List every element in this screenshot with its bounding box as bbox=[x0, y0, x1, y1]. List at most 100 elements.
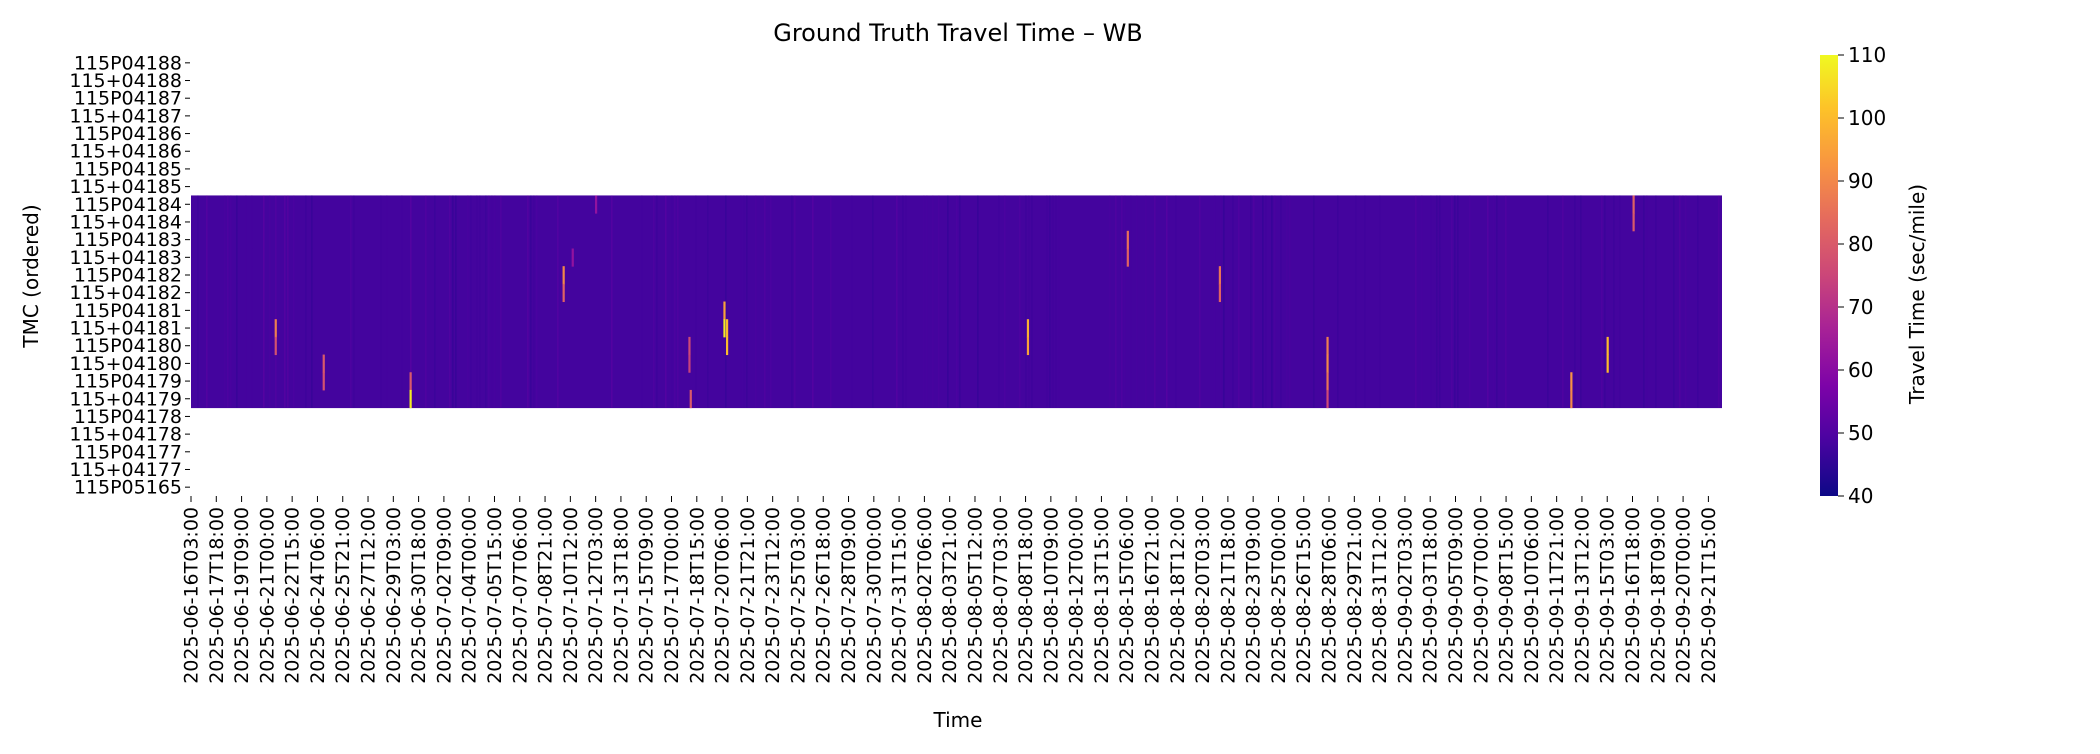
heatmap-texture bbox=[1364, 195, 1366, 408]
colorbar-tick-label: 50 bbox=[1848, 421, 1873, 445]
y-tick-label: 115P04183 bbox=[74, 229, 182, 251]
heatmap-texture bbox=[1199, 195, 1201, 408]
colorbar-tick-label: 70 bbox=[1848, 295, 1873, 319]
heatmap-cell-spike bbox=[1326, 354, 1329, 373]
x-tick-label: 2025-07-10T12:00 bbox=[560, 507, 582, 684]
x-tick-label: 2025-09-03T18:00 bbox=[1420, 507, 1442, 684]
heatmap-texture bbox=[1031, 195, 1033, 408]
x-axis-label: Time bbox=[933, 708, 983, 732]
y-tick-label: 115+04183 bbox=[69, 247, 182, 269]
y-tick-label: 115P05165 bbox=[74, 477, 182, 499]
x-tick-label: 2025-09-18T09:00 bbox=[1647, 507, 1669, 684]
colorbar-tick-label: 60 bbox=[1848, 358, 1873, 382]
heatmap-texture bbox=[1004, 195, 1006, 408]
heatmap-texture bbox=[251, 195, 253, 408]
x-tick-label: 2025-06-30T18:00 bbox=[408, 507, 430, 684]
heatmap-texture bbox=[1355, 195, 1357, 408]
heatmap-texture bbox=[488, 195, 490, 408]
heatmap-texture bbox=[527, 195, 529, 408]
heatmap-texture bbox=[1115, 195, 1117, 408]
heatmap-cell-spike bbox=[1570, 389, 1573, 409]
y-tick-label: 115P04180 bbox=[74, 335, 182, 357]
heatmap-cell-spike bbox=[322, 372, 325, 391]
heatmap-texture bbox=[1253, 195, 1255, 408]
x-tick-label: 2025-08-16T21:00 bbox=[1142, 507, 1164, 684]
x-tick-label: 2025-07-13T18:00 bbox=[610, 507, 632, 684]
heatmap-texture bbox=[1673, 195, 1675, 408]
y-tick-label: 115P04186 bbox=[74, 123, 182, 145]
x-tick-label: 2025-08-13T15:00 bbox=[1091, 507, 1113, 684]
heatmap-texture bbox=[1052, 195, 1054, 408]
heatmap-texture bbox=[947, 195, 949, 408]
colorbar: 40 50 60 70 80 90 100 110 bbox=[1820, 43, 1886, 508]
colorbar-tick-label: 110 bbox=[1848, 43, 1886, 67]
heatmap-cell-spike bbox=[723, 319, 726, 338]
heatmap-texture bbox=[1274, 195, 1276, 408]
heatmap-texture bbox=[902, 195, 904, 408]
heatmap-texture bbox=[1058, 195, 1060, 408]
heatmap-texture bbox=[1436, 195, 1438, 408]
heatmap-texture bbox=[1121, 195, 1123, 408]
heatmap-texture bbox=[467, 195, 469, 408]
heatmap-texture bbox=[1046, 195, 1048, 408]
heatmap-cell-spike bbox=[1326, 372, 1329, 391]
heatmap-texture bbox=[557, 195, 559, 408]
x-tick-label: 2025-07-23T12:00 bbox=[762, 507, 784, 684]
y-axis-label: TMC (ordered) bbox=[19, 204, 43, 348]
heatmap-texture bbox=[485, 195, 487, 408]
colorbar-gradient bbox=[1820, 55, 1838, 496]
heatmap-texture bbox=[1166, 195, 1168, 408]
x-tick-label: 2025-09-16T18:00 bbox=[1622, 507, 1644, 684]
y-tick-label: 115+04181 bbox=[69, 318, 182, 340]
heatmap-texture bbox=[1457, 195, 1459, 408]
heatmap-texture bbox=[386, 195, 388, 408]
heatmap-texture bbox=[230, 195, 232, 408]
heatmap-texture bbox=[998, 195, 1000, 408]
y-tick-label: 115P04188 bbox=[74, 52, 182, 74]
heatmap-texture bbox=[1718, 195, 1720, 408]
heatmap-texture bbox=[743, 195, 745, 408]
x-tick-label: 2025-06-27T12:00 bbox=[358, 507, 380, 684]
x-tick-label: 2025-07-18T15:00 bbox=[686, 507, 708, 684]
heatmap-texture bbox=[770, 195, 772, 408]
heatmap-texture bbox=[1379, 195, 1381, 408]
heatmap-texture bbox=[926, 195, 928, 408]
heatmap-texture bbox=[959, 195, 961, 408]
colorbar-label: Travel Time (sec/mile) bbox=[1905, 184, 1929, 405]
x-tick-label: 2025-08-08T18:00 bbox=[1015, 507, 1037, 684]
heatmap-texture bbox=[977, 195, 979, 408]
x-tick-label: 2025-08-15T06:00 bbox=[1116, 507, 1138, 684]
heatmap-cells bbox=[191, 195, 1722, 409]
x-tick-label: 2025-06-24T06:00 bbox=[307, 507, 329, 684]
x-tick-label: 2025-07-28T09:00 bbox=[838, 507, 860, 684]
x-tick-label: 2025-06-17T18:00 bbox=[206, 507, 228, 684]
x-tick-label: 2025-06-25T21:00 bbox=[332, 507, 354, 684]
heatmap-texture bbox=[794, 195, 796, 408]
heatmap-texture bbox=[470, 195, 472, 408]
heatmap-texture bbox=[1574, 195, 1576, 408]
x-tick-label: 2025-08-23T09:00 bbox=[1243, 507, 1265, 684]
heatmap-texture bbox=[263, 195, 265, 408]
x-tick-label: 2025-07-25T03:00 bbox=[787, 507, 809, 684]
x-tick-label: 2025-07-30T00:00 bbox=[863, 507, 885, 684]
x-tick-label: 2025-06-16T03:00 bbox=[181, 507, 203, 684]
colorbar-tick-label: 90 bbox=[1848, 169, 1873, 193]
heatmap-texture bbox=[707, 195, 709, 408]
heatmap-cell-spike bbox=[1606, 336, 1609, 356]
heatmap-texture bbox=[1505, 195, 1507, 408]
heatmap-texture bbox=[1313, 195, 1315, 408]
y-tick-label: 115P04182 bbox=[74, 265, 182, 287]
heatmap-texture bbox=[872, 195, 874, 408]
heatmap-texture bbox=[1487, 195, 1489, 408]
heatmap-texture bbox=[380, 195, 382, 408]
y-tick-label: 115P04177 bbox=[74, 441, 182, 463]
x-tick-label: 2025-08-12T00:00 bbox=[1066, 507, 1088, 684]
x-tick-label: 2025-08-18T12:00 bbox=[1167, 507, 1189, 684]
x-tick-label: 2025-08-05T12:00 bbox=[964, 507, 986, 684]
heatmap-cell-spike bbox=[1632, 195, 1635, 214]
heatmap-texture bbox=[1238, 195, 1240, 408]
heatmap-texture bbox=[1679, 195, 1681, 408]
heatmap-texture bbox=[455, 195, 457, 408]
heatmap-cell-spike bbox=[689, 389, 692, 409]
